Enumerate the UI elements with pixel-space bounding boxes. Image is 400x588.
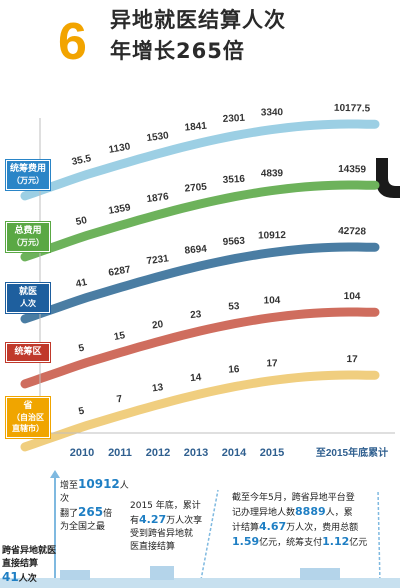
value-label: 1876 (146, 191, 170, 205)
title-line-1: 异地就医结算人次 (110, 8, 286, 32)
value-label: 5 (78, 343, 86, 355)
value-label: 1130 (108, 141, 132, 156)
legend-badge: 统筹费用 （万元） (6, 160, 50, 190)
value-label: 6287 (108, 264, 132, 279)
legend-badge-line2: （万元） (12, 176, 44, 185)
value-label: 4839 (261, 168, 284, 179)
series-band-3 (20, 307, 380, 389)
value-labels: 35.5 1130 1530 1841 2301 3340 10177.5 50 1359 187… (71, 103, 371, 418)
value-label: 104 (264, 295, 281, 306)
series-band-2 (20, 242, 380, 324)
value-label: 1530 (146, 130, 170, 144)
legend-badge: 省 （自治区直辖市） (6, 397, 50, 438)
value-label: 8694 (184, 244, 208, 257)
series-bands (20, 119, 380, 452)
value-label: 3340 (261, 107, 284, 118)
value-label: 17 (266, 358, 278, 369)
value-label: 14359 (338, 164, 366, 176)
value-label: 35.5 (71, 153, 93, 168)
legend-badge-line1: 就医 (18, 287, 37, 297)
footer-note-4: 截至今年5月，跨省异地平台登 记办理异地人数8889人，累 计结算4.67万人次… (232, 493, 368, 548)
footer-note-2: 跨省异地就医 直接结算 41人次 (2, 546, 57, 584)
x-tick-label: 2014 (222, 447, 247, 459)
legend-badge-line2: （自治区直辖市） (12, 413, 44, 433)
value-label: 13 (151, 382, 164, 394)
x-tick-label: 2012 (146, 447, 170, 459)
value-label: 10177.5 (334, 103, 371, 115)
value-label: 16 (228, 364, 240, 376)
value-label: 41 (75, 277, 89, 290)
value-label: 42728 (338, 226, 366, 238)
value-label: 17 (346, 354, 358, 365)
legend-badge-line1: 省 (23, 401, 33, 411)
x-tick-label: 2011 (108, 447, 132, 459)
x-tick-labels: 2010 2011 2012 2013 2014 2015 至2015年底累计 (70, 446, 388, 459)
value-label: 2301 (222, 113, 245, 125)
legend-badge-line2: （万元） (12, 238, 44, 247)
legend-badge-line1: 统筹区 (14, 347, 42, 357)
footer-note-1: 增至10912人次 翻了265倍 为全国之最 (60, 477, 129, 533)
value-label: 2705 (184, 182, 208, 195)
legend-badge: 就医 人次 (6, 283, 50, 313)
footer-arrows (0, 470, 400, 588)
value-label: 15 (113, 330, 126, 343)
value-label: 9563 (222, 236, 245, 248)
x-tick-label: 2015 (260, 447, 284, 459)
legend-badge: 总费用 （万元） (6, 222, 50, 252)
series-band-0 (20, 119, 380, 201)
value-label: 20 (151, 319, 164, 331)
legend-badge-line1: 总费用 (14, 226, 42, 236)
title-number: 6 (58, 13, 87, 71)
value-label: 7 (116, 394, 124, 406)
footer-note-3: 2015 年底，累计 有4.27万人次享 受到跨省异地就 医直接结算 (130, 501, 203, 552)
value-label: 5 (78, 406, 86, 418)
value-label: 7231 (146, 253, 170, 267)
legend-badge: 统筹区 (6, 343, 50, 362)
value-label: 50 (75, 215, 89, 228)
legend-badge-line1: 统筹费用 (9, 164, 46, 174)
x-tick-label: 2013 (184, 447, 208, 459)
value-label: 104 (344, 291, 361, 302)
x-tick-label: 2010 (70, 447, 94, 459)
series-band-1 (20, 180, 380, 262)
value-label: 23 (190, 309, 203, 321)
value-label: 1841 (184, 121, 208, 134)
value-label: 10912 (258, 230, 286, 241)
series-band-4 (20, 370, 380, 452)
value-label: 14 (190, 372, 203, 384)
value-label: 1359 (108, 202, 132, 217)
title-line-2: 年增长265倍 (110, 39, 245, 63)
decorative-bracket (360, 158, 400, 198)
value-label: 53 (228, 301, 240, 313)
value-label: 3516 (222, 174, 245, 186)
x-tick-label: 至2015年底累计 (316, 446, 388, 459)
legend-badge-line2: 人次 (20, 299, 36, 308)
